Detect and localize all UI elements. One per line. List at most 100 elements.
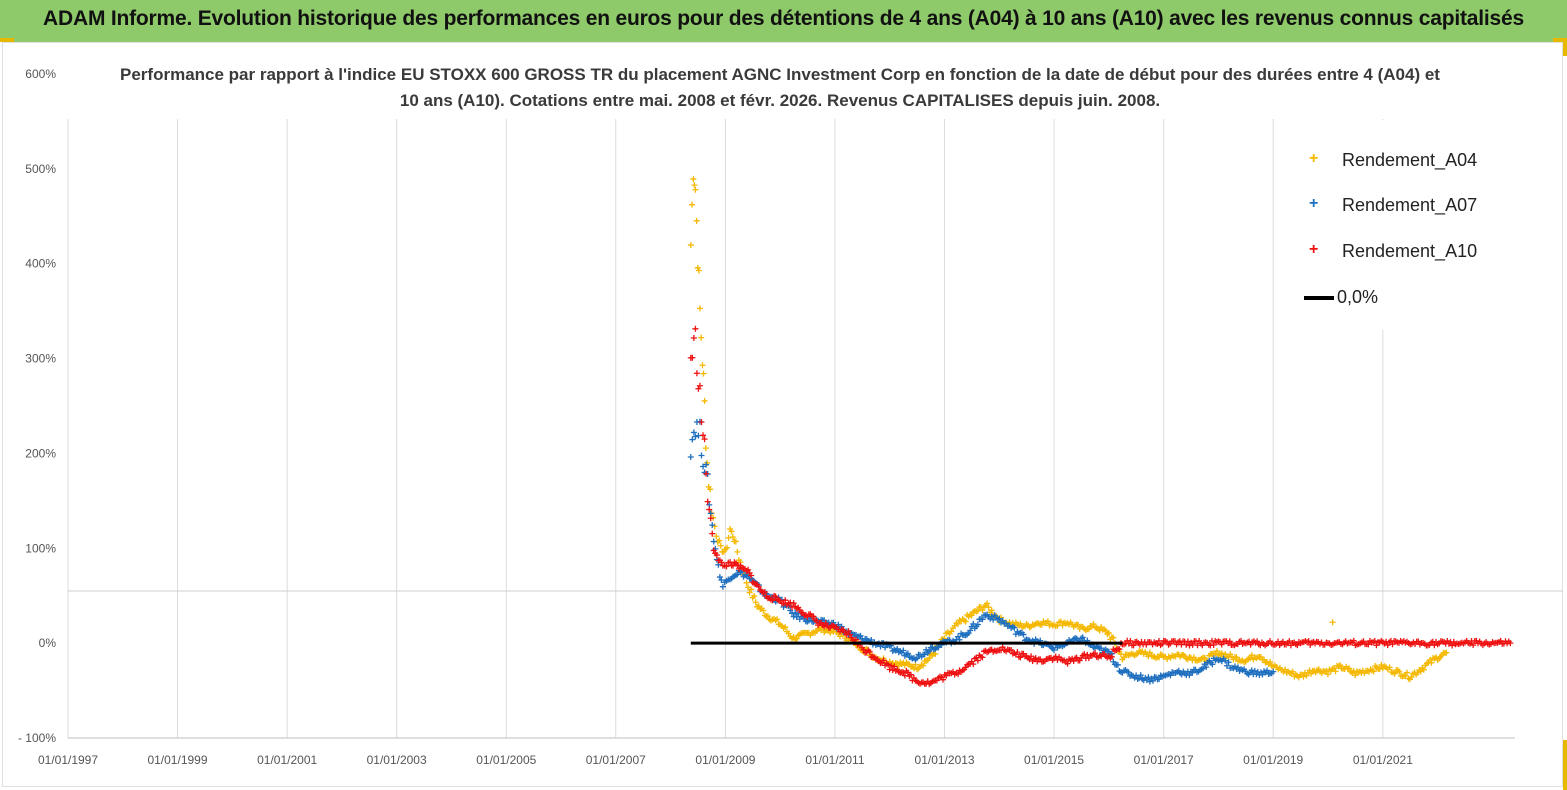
corner-accent-right-bottom [1563,740,1567,790]
page-title: ADAM Informe. Evolution historique des p… [43,7,1524,30]
data-point [693,370,700,377]
data-point [1092,650,1099,657]
data-point [1391,670,1398,677]
data-point [691,182,698,189]
data-point [696,382,703,389]
data-point [729,533,736,540]
x-tick-label: 01/01/2021 [1353,753,1413,767]
data-point [1102,627,1109,634]
data-point [698,334,705,341]
data-point [1294,642,1301,649]
data-point [1130,642,1137,649]
data-point [921,651,928,658]
legend-item-a07: + Rendement_A07 [1279,192,1516,222]
data-point [1226,638,1233,645]
data-point [1403,669,1410,676]
data-point [979,654,986,661]
data-point [935,644,942,651]
data-point [701,436,708,443]
data-point [703,470,710,477]
data-point [704,498,711,505]
data-point [728,528,735,535]
data-point [1052,653,1059,660]
data-point [882,644,889,651]
data-point [926,648,933,655]
data-point [690,429,697,436]
data-point [717,542,724,549]
data-point [827,629,834,636]
data-point [984,600,991,607]
data-point [1389,641,1396,648]
data-point [1386,664,1393,671]
data-point [1408,673,1415,680]
data-point [1167,672,1174,679]
data-point [1431,642,1438,649]
data-point [1270,668,1277,675]
data-point [701,397,708,404]
data-point [988,607,995,614]
chart-frame [2,42,1563,787]
data-point [974,607,981,614]
y-tick-label: 400% [25,257,56,271]
legend-item-a10: + Rendement_A10 [1279,238,1516,268]
data-point [1507,640,1514,647]
x-tick-label: 01/01/1997 [38,753,98,767]
data-point [1008,647,1015,653]
data-point [710,538,717,545]
data-point [755,583,762,590]
data-point [1238,637,1244,644]
y-tick-label: 100% [25,541,56,555]
data-point [707,515,714,522]
data-point [1209,661,1216,668]
data-point [888,662,895,669]
data-point [968,612,975,619]
data-point [1218,641,1225,648]
data-point [782,597,789,604]
x-tick-label: 01/01/2005 [476,753,536,767]
data-point [999,617,1006,624]
data-point [1370,668,1377,675]
data-point [979,616,986,623]
data-point [746,589,753,596]
data-point [1075,621,1082,628]
legend-label-a04: Rendement_A04 [1342,150,1478,170]
legend-label-a07: Rendement_A07 [1342,195,1478,215]
data-point [967,627,974,634]
data-point [1200,665,1207,672]
data-point [769,597,776,604]
data-point [1396,668,1403,675]
legend-label-zero: 0,0% [1337,287,1379,307]
data-point [790,600,797,607]
data-point [698,452,705,459]
x-tick-label: 01/01/2001 [257,753,317,767]
series-rendementa10 [687,325,1514,688]
data-point [723,563,730,570]
data-point [706,506,713,513]
data-point [920,662,927,669]
legend-item-zero: 0,0% [1279,284,1516,314]
data-point [748,586,755,593]
data-point [1028,653,1035,660]
data-point [692,186,699,193]
data-point [692,433,699,440]
data-point [1096,627,1103,634]
data-point [904,669,911,676]
data-point [751,592,758,599]
data-point [1264,667,1271,674]
data-point [748,572,755,579]
data-point [700,370,707,377]
data-point [693,217,700,224]
data-point [973,654,980,661]
data-point [695,385,702,392]
data-point [1156,676,1163,683]
data-point [1108,653,1115,660]
data-point [1233,654,1240,661]
corner-accent-top-right [1553,38,1567,42]
data-point [1371,637,1378,644]
data-point [760,607,767,614]
data-point [725,534,732,541]
data-point [690,334,697,341]
data-point [752,599,759,606]
data-point [1213,648,1220,655]
data-point [734,548,741,555]
